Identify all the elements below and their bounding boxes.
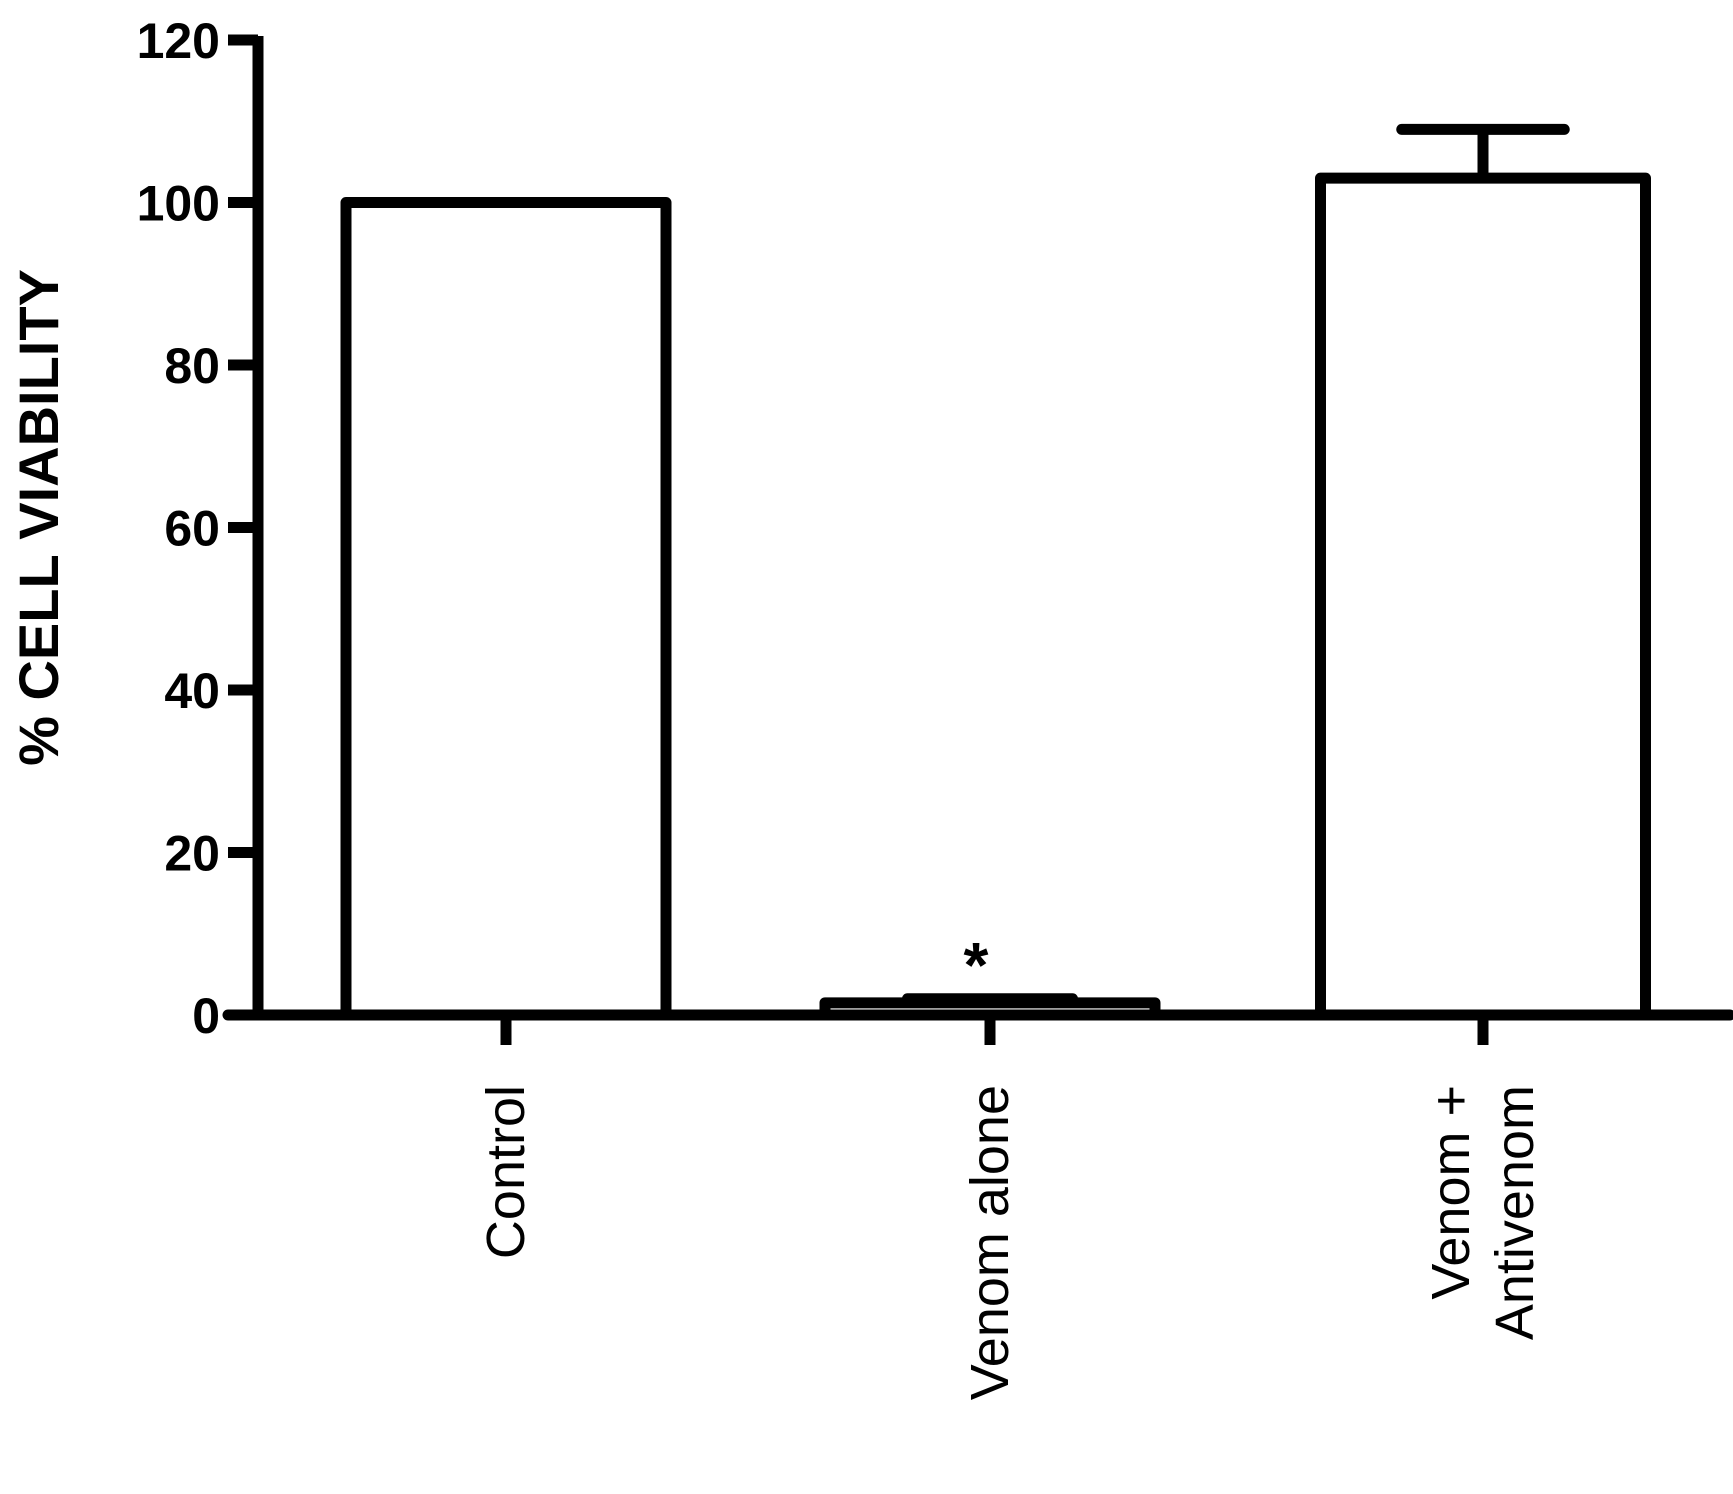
- significance-asterisk: *: [964, 929, 989, 1001]
- bars: [340, 123, 1651, 1021]
- y-tick-label: 80: [164, 338, 220, 394]
- bar-venom-antivenom: [1315, 172, 1651, 1021]
- x-tick-label-group: Venom + Antivenom: [1421, 1085, 1545, 1340]
- y-tick-label: 120: [137, 13, 220, 69]
- x-tick-label: Venom +: [1421, 1085, 1481, 1300]
- y-tick-label: 20: [164, 826, 220, 882]
- y-tick-label: 60: [164, 501, 220, 557]
- y-axis-title-group: % CELL VIABILITY: [7, 269, 70, 766]
- bar-control: [340, 197, 672, 1021]
- x-tick-label: Antivenom: [1485, 1085, 1545, 1340]
- x-tick-label: Venom alone: [960, 1085, 1020, 1400]
- x-tick-label-group: Venom alone: [960, 1085, 1020, 1400]
- x-tick-label-group: Control: [476, 1085, 536, 1259]
- y-axis-title: % CELL VIABILITY: [7, 269, 70, 766]
- y-tick-label: 40: [164, 663, 220, 719]
- x-axis: Control Venom alone Venom + Antivenom: [222, 1009, 1733, 1400]
- x-tick-label: Control: [476, 1085, 536, 1259]
- y-axis: 0 20 40 60 80 100 120: [137, 13, 264, 1044]
- annotations: *: [964, 929, 989, 1001]
- y-tick-label: 100: [137, 176, 220, 232]
- y-tick-label: 0: [192, 988, 220, 1044]
